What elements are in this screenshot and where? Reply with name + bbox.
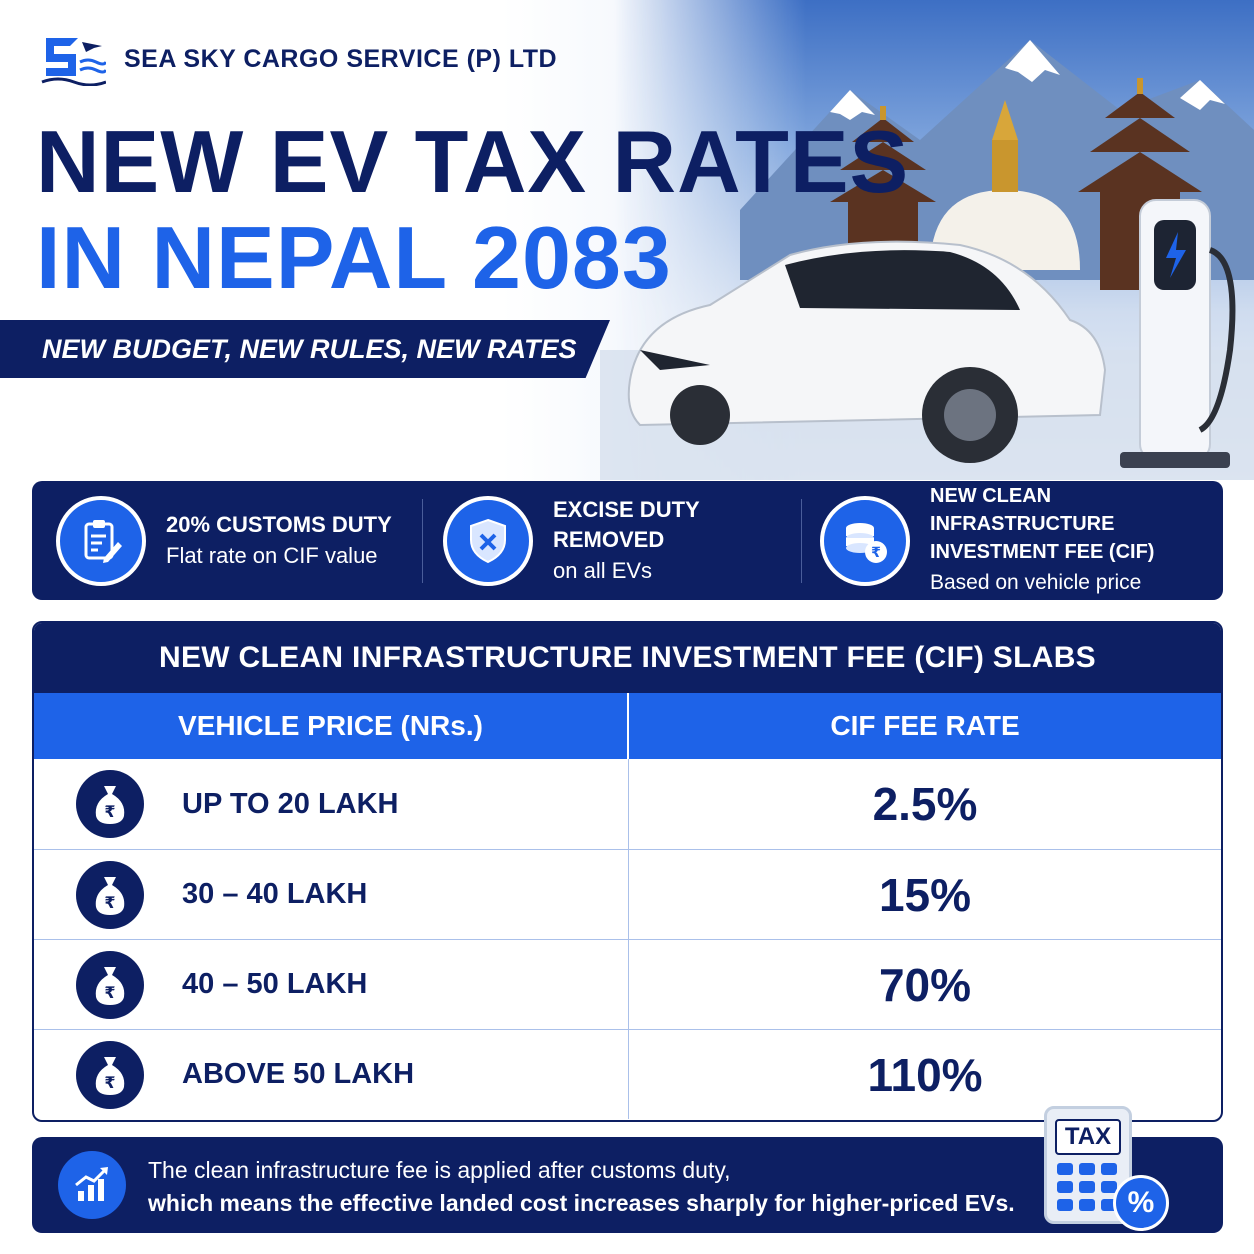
note-line-1: The clean infrastructure fee is applied …: [148, 1157, 731, 1183]
footer-note: The clean infrastructure fee is applied …: [32, 1137, 1223, 1233]
price-cell: ₹ 30 – 40 LAKH: [34, 850, 629, 939]
ev-car: [627, 240, 1107, 463]
ev-charger: [1120, 199, 1236, 468]
calculator-screen: TAX: [1055, 1119, 1121, 1155]
tagline-text: NEW BUDGET, NEW RULES, NEW RATES: [42, 334, 577, 364]
brand: SEA SKY CARGO SERVICE (P) LTD: [40, 32, 557, 86]
money-bag-rupee-icon: ₹: [76, 770, 144, 838]
divider: [422, 498, 423, 583]
divider: [801, 498, 802, 583]
ship-plane-waves-logo-icon: [40, 32, 106, 86]
mountain-snow: [1180, 80, 1225, 110]
table-row: ₹ ABOVE 50 LAKH 110%: [34, 1029, 1221, 1119]
feature-excise-removed: EXCISE DUTY REMOVED on all EVs: [423, 481, 801, 600]
percent-badge: %: [1113, 1175, 1169, 1231]
tagline-banner: [0, 320, 610, 378]
feature-title-line-2: INVESTMENT FEE (CIF): [930, 540, 1155, 563]
price-cell: ₹ 40 – 50 LAKH: [34, 940, 629, 1029]
coin-stack-rupee-icon: ₹: [820, 495, 910, 586]
headline-line-2: IN NEPAL 2083: [36, 208, 672, 307]
feature-subtitle: Flat rate on CIF value: [166, 542, 378, 568]
feature-customs-duty: 20% CUSTOMS DUTY Flat rate on CIF value: [32, 481, 422, 600]
feature-title: EXCISE DUTY REMOVED: [553, 496, 700, 552]
rate-cell: 2.5%: [872, 778, 978, 830]
brand-name: SEA SKY CARGO SERVICE (P) LTD: [124, 44, 558, 73]
svg-text:₹: ₹: [104, 893, 115, 912]
feature-texts: NEW CLEAN INFRASTRUCTURE INVESTMENT FEE …: [930, 482, 1223, 600]
feature-subtitle: Based on vehicle price: [930, 570, 1142, 594]
feature-subtitle: on all EVs: [553, 557, 653, 583]
headline-line-1: NEW EV TAX RATES: [36, 112, 910, 211]
mountain-snow: [830, 90, 875, 120]
hero-illustration: [600, 40, 1254, 480]
table-row: ₹ 30 – 40 LAKH 15%: [34, 849, 1221, 939]
rate-cell: 110%: [867, 1048, 983, 1101]
feature-title: NEW CLEAN INFRASTRUCTURE: [930, 484, 1115, 535]
rate-cell: 70%: [878, 958, 972, 1011]
price-cell: ₹ UP TO 20 LAKH: [34, 759, 629, 849]
calculator-keys: [1057, 1163, 1117, 1211]
price-label: 30 – 40 LAKH: [182, 878, 368, 910]
money-bag-rupee-icon: ₹: [76, 1040, 144, 1109]
feature-title: 20% CUSTOMS DUTY: [166, 511, 392, 537]
svg-text:₹: ₹: [104, 802, 115, 821]
price-label: ABOVE 50 LAKH: [182, 1058, 415, 1090]
feature-texts: EXCISE DUTY REMOVED on all EVs: [553, 495, 801, 587]
table-row: ₹ UP TO 20 LAKH 2.5%: [34, 759, 1221, 849]
table-body: ₹ UP TO 20 LAKH 2.5% ₹ 30 – 40 LAKH 15% …: [34, 759, 1221, 1119]
table-row: ₹ 40 – 50 LAKH 70%: [34, 939, 1221, 1029]
price-label: 40 – 50 LAKH: [182, 968, 368, 1000]
svg-text:₹: ₹: [104, 983, 115, 1002]
column-header-vehicle-price: VEHICLE PRICE (NRs.): [34, 693, 629, 759]
table-header: VEHICLE PRICE (NRs.) CIF FEE RATE: [34, 693, 1221, 759]
note-line-2: which means the effective landed cost in…: [148, 1190, 1015, 1216]
shield-x-icon: [443, 495, 533, 586]
money-bag-rupee-icon: ₹: [76, 860, 144, 929]
mountain-snow: [1005, 40, 1060, 82]
table-title: NEW CLEAN INFRASTRUCTURE INVESTMENT FEE …: [34, 623, 1221, 693]
price-label: UP TO 20 LAKH: [182, 787, 399, 820]
features-strip: 20% CUSTOMS DUTY Flat rate on CIF value …: [32, 481, 1223, 600]
price-cell: ₹ ABOVE 50 LAKH: [34, 1030, 629, 1119]
rate-cell: 15%: [878, 868, 972, 921]
clipboard-pen-icon: [56, 495, 146, 586]
money-bag-rupee-icon: ₹: [76, 950, 144, 1019]
rising-chart-icon: [58, 1151, 126, 1219]
feature-cif: ₹ NEW CLEAN INFRASTRUCTURE INVESTMENT FE…: [802, 481, 1223, 600]
feature-texts: 20% CUSTOMS DUTY Flat rate on CIF value: [166, 510, 392, 572]
svg-text:₹: ₹: [871, 545, 881, 561]
svg-text:₹: ₹: [104, 1073, 115, 1092]
cif-slab-table: NEW CLEAN INFRASTRUCTURE INVESTMENT FEE …: [32, 621, 1223, 1122]
column-header-cif-rate: CIF FEE RATE: [830, 710, 1020, 741]
